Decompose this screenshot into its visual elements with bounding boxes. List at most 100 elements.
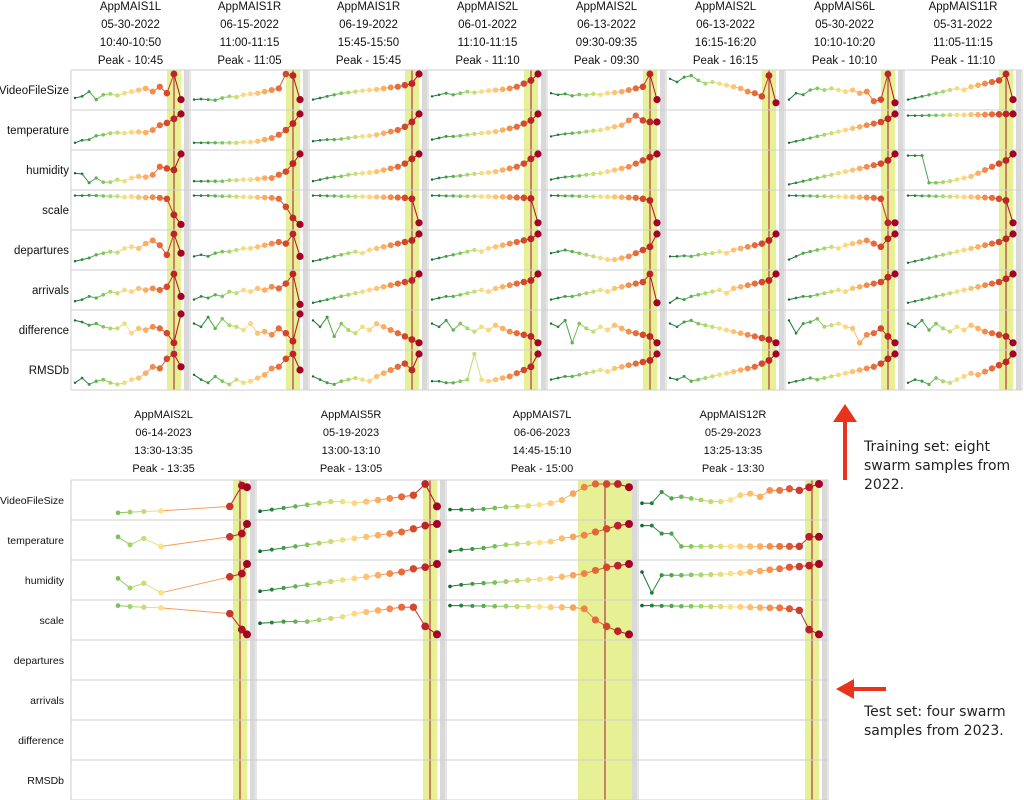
- data-point: [408, 366, 416, 374]
- series-segment: [319, 316, 328, 328]
- data-point: [261, 328, 268, 335]
- data-point: [698, 572, 704, 578]
- data-point: [458, 251, 463, 256]
- data-point: [339, 498, 346, 505]
- sample-peak-label: Peak - 11:10: [455, 55, 519, 67]
- data-point: [332, 334, 336, 339]
- data-point: [920, 114, 924, 118]
- data-point: [602, 563, 611, 571]
- data-point: [758, 334, 766, 342]
- data-point: [415, 230, 423, 238]
- data-point: [268, 87, 275, 93]
- data-point: [380, 244, 387, 250]
- data-point: [558, 573, 566, 580]
- data-point: [836, 287, 841, 293]
- data-point: [584, 129, 589, 134]
- data-point: [142, 240, 149, 247]
- data-point: [479, 130, 484, 136]
- data-point: [339, 174, 344, 179]
- data-point: [906, 98, 910, 101]
- data-point: [877, 278, 885, 286]
- data-point: [913, 154, 917, 157]
- data-point: [296, 110, 304, 118]
- data-point: [577, 173, 582, 178]
- data-point: [708, 543, 714, 550]
- sample-header: AppMAIS11R 05-31-2022 11:05-11:15 Peak - 11…: [929, 1, 998, 67]
- data-point: [556, 93, 560, 97]
- data-point: [437, 296, 441, 300]
- data-point: [744, 282, 751, 289]
- data-point: [646, 70, 654, 78]
- series-temperature: [787, 110, 899, 144]
- series-segment: [473, 353, 482, 380]
- data-point: [386, 605, 394, 613]
- data-point: [141, 508, 147, 515]
- data-point: [430, 258, 434, 261]
- data-point: [954, 324, 960, 330]
- data-point: [688, 543, 694, 549]
- data-point: [448, 584, 452, 589]
- data-point: [156, 242, 163, 249]
- data-point: [947, 329, 953, 334]
- data-point: [877, 243, 885, 251]
- data-point: [398, 603, 406, 611]
- data-point: [801, 378, 805, 382]
- data-point: [640, 603, 644, 608]
- data-point: [877, 118, 885, 126]
- data-point: [758, 93, 766, 100]
- data-point: [920, 154, 924, 158]
- data-point: [328, 498, 334, 505]
- series-RMSDb: [787, 350, 899, 384]
- data-point: [234, 140, 239, 145]
- data-point: [101, 180, 106, 184]
- series-humidity: [258, 560, 441, 593]
- data-point: [815, 176, 820, 180]
- series-temperature: [115, 520, 251, 550]
- data-point: [360, 324, 365, 330]
- sample-window: 13:25-13:35: [704, 445, 763, 457]
- data-point: [891, 219, 899, 227]
- data-point: [458, 133, 463, 138]
- data-point: [795, 606, 804, 615]
- data-point: [815, 532, 823, 541]
- data-point: [177, 292, 185, 300]
- data-point: [380, 370, 387, 377]
- data-point: [591, 91, 596, 96]
- data-point: [213, 251, 217, 255]
- data-point: [275, 363, 282, 370]
- data-point: [156, 122, 163, 129]
- data-point: [632, 160, 639, 167]
- series-RMSDb: [906, 350, 1017, 387]
- data-point: [141, 535, 147, 542]
- data-point: [625, 560, 633, 568]
- data-point: [80, 194, 84, 197]
- data-point: [646, 356, 654, 364]
- data-point: [730, 285, 737, 292]
- data-point: [934, 113, 938, 118]
- data-point: [747, 604, 754, 611]
- data-point: [703, 291, 708, 296]
- data-point: [192, 322, 196, 325]
- series-segment: [326, 317, 335, 337]
- data-point: [849, 87, 856, 93]
- data-point: [206, 254, 210, 258]
- data-point: [80, 298, 84, 301]
- data-point: [415, 150, 423, 158]
- data-point: [101, 92, 106, 97]
- data-point: [659, 489, 664, 495]
- data-point: [580, 570, 588, 578]
- data-point: [367, 287, 373, 293]
- data-point: [988, 194, 996, 201]
- data-point: [961, 373, 967, 379]
- data-point: [822, 88, 827, 92]
- data-point: [639, 246, 647, 254]
- data-point: [613, 521, 622, 530]
- data-point: [625, 520, 633, 528]
- series-segment: [74, 377, 83, 384]
- data-point: [401, 278, 409, 286]
- sample-date: 05-19-2023: [323, 427, 379, 439]
- data-point: [346, 251, 351, 256]
- data-point: [199, 179, 203, 183]
- data-point: [339, 577, 346, 583]
- data-point: [170, 339, 178, 347]
